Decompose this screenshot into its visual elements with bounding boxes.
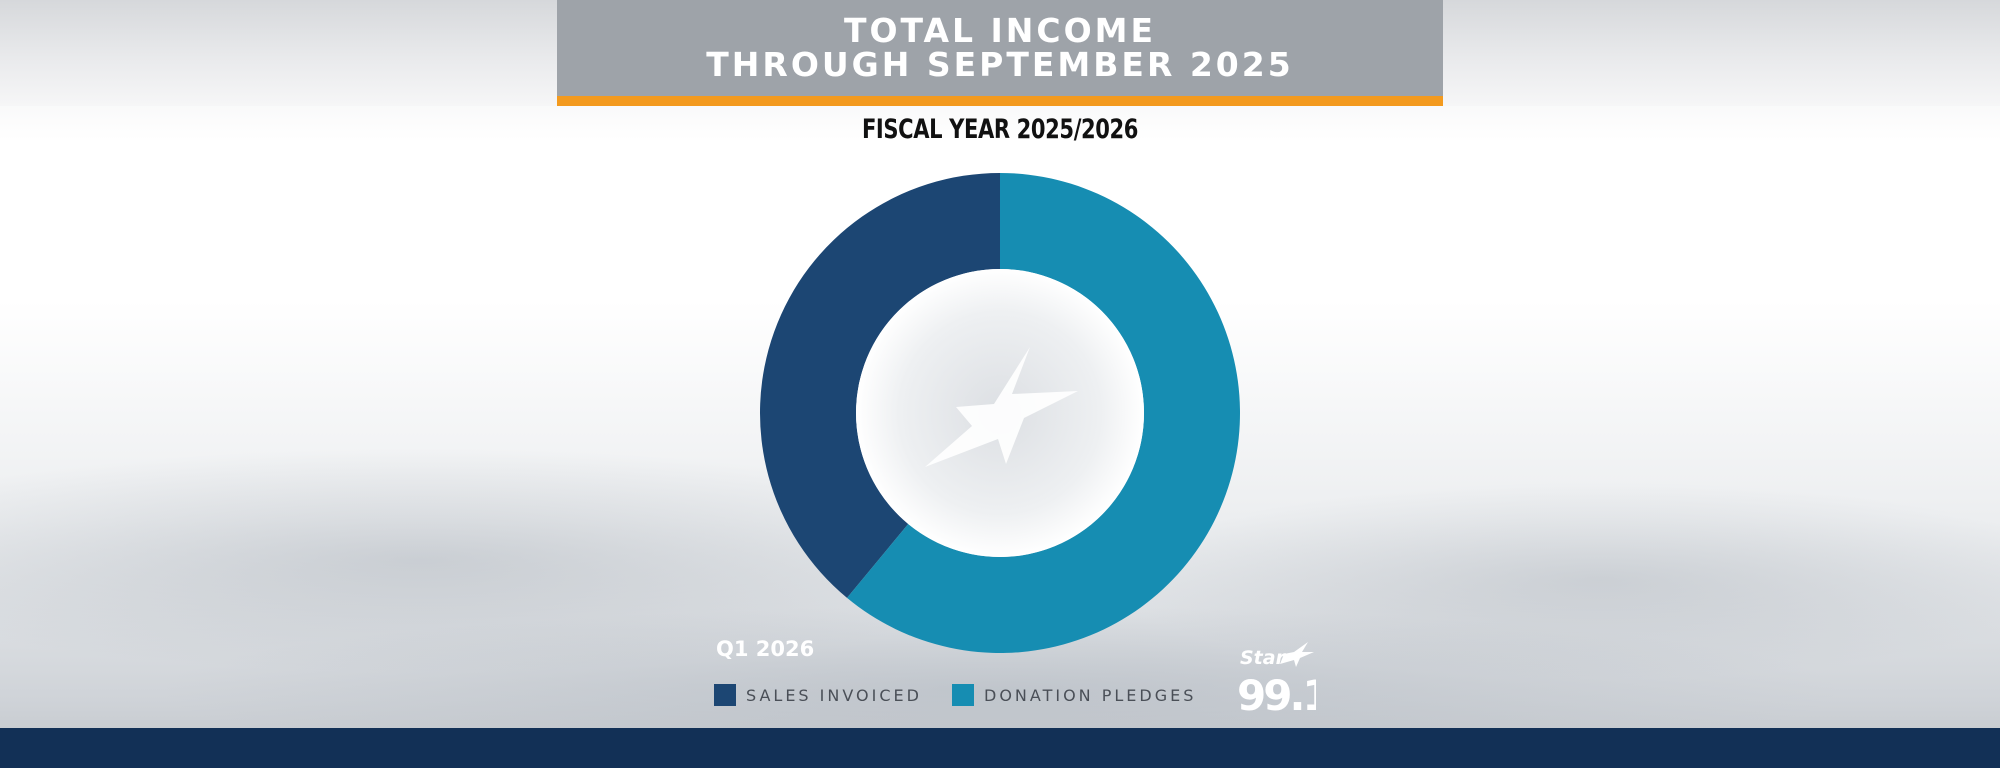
legend-label-donation-pledges: DONATION PLEDGES: [984, 685, 1197, 705]
logo-text-top: Star: [1240, 647, 1287, 669]
logo-text-bottom: 99.1: [1237, 671, 1316, 716]
donut-slice-sales-invoiced: [760, 173, 1000, 598]
legend-swatch-donation-pledges: [952, 684, 974, 706]
star-99-1-logo: Star 99.1: [1237, 642, 1316, 716]
title-banner: TOTAL INCOME THROUGH SEPTEMBER 2025: [557, 0, 1443, 106]
title-line-1: TOTAL INCOME: [843, 11, 1157, 50]
period-label: Q1 2026: [716, 637, 815, 661]
donut-chart: [760, 173, 1240, 653]
chart-subtitle: FISCAL YEAR 2025/2026: [861, 114, 1139, 145]
legend-swatch-sales-invoiced: [714, 684, 736, 706]
donut-slice-donation-pledges: [847, 173, 1240, 653]
title-line-2: THROUGH SEPTEMBER 2025: [706, 45, 1294, 84]
footer-bar: [0, 728, 2000, 768]
logo-star-icon: [1280, 642, 1314, 667]
legend-item-donation-pledges: DONATION PLEDGES: [952, 684, 1196, 706]
legend-label-sales-invoiced: SALES INVOICED: [746, 685, 922, 705]
legend-item-sales-invoiced: SALES INVOICED: [714, 684, 922, 706]
star-watermark-icon: [925, 347, 1078, 467]
